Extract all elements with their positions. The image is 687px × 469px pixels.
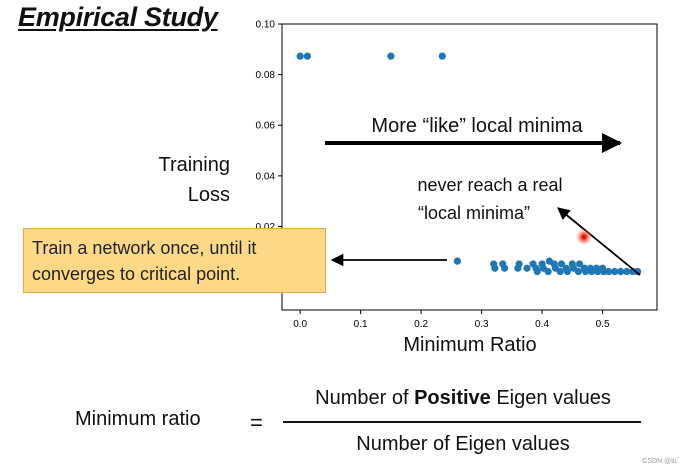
data-point (491, 264, 499, 272)
data-point (523, 264, 531, 272)
y-axis-label-line1: Training (158, 154, 230, 176)
numerator-before: Number of (315, 387, 415, 409)
data-point (605, 267, 613, 276)
x-tick-label: 0.1 (354, 319, 368, 330)
data-point (617, 267, 625, 276)
data-point (303, 52, 312, 60)
fraction-bar (283, 421, 641, 423)
formula-numerator: Number of Positive Eigen values (283, 387, 643, 410)
y-axis-label-line2: Loss (187, 184, 230, 206)
x-axis-label: Minimum Ratio (403, 334, 537, 356)
callout-line1: Train a network once, until it (32, 238, 257, 258)
data-point (611, 267, 619, 276)
plot-frame (281, 23, 658, 311)
data-point (563, 267, 572, 276)
formula-equals: = (250, 410, 263, 435)
more-like-arrow-label: More “like” local minima (371, 115, 583, 137)
data-point (500, 264, 509, 272)
data-point (387, 52, 395, 60)
callout-line2: converges to critical point. (32, 264, 241, 284)
data-point (575, 260, 584, 268)
formula-denominator: Number of Eigen values (356, 433, 570, 455)
formula-lhs: Minimum ratio (75, 408, 201, 430)
data-point (453, 257, 462, 265)
data-point (634, 267, 642, 276)
note-arrow (557, 207, 641, 276)
x-tick-label: 0.0 (293, 319, 307, 330)
watermark: CSDN @luˇ (642, 458, 679, 465)
y-tick-label: 0.06 (256, 121, 276, 132)
data-point (623, 267, 631, 276)
y-tick-label: 0.04 (256, 171, 276, 182)
data-point (574, 267, 582, 276)
data-point (533, 267, 541, 276)
x-tick-label: 0.4 (535, 319, 549, 330)
x-tick-label: 0.3 (475, 319, 489, 330)
data-point (515, 260, 523, 268)
data-point (438, 52, 446, 60)
data-point (296, 52, 304, 60)
data-point (556, 267, 564, 276)
note-line2: “local minima” (418, 203, 530, 223)
slide-title: Empirical Study (18, 2, 218, 32)
note-line1: never reach a real (417, 175, 562, 195)
y-tick-label: 0.08 (256, 70, 276, 81)
y-tick-label: 0.02 (256, 222, 276, 233)
y-tick-label: 0.10 (256, 20, 276, 31)
x-tick-label: 0.2 (414, 319, 428, 330)
laser-pointer-core (581, 234, 587, 240)
numerator-after: Eigen values (490, 387, 611, 409)
axis-ticks: 0.0 0.1 0.2 0.3 0.4 0.5 0.02 0.04 0.06 0.08 0.10 (256, 20, 610, 331)
callout-box: Train a network once, until it converges… (23, 228, 326, 293)
numerator-bold: Positive (414, 387, 491, 409)
data-point (544, 267, 552, 276)
y-axis-label: Training Loss (120, 150, 230, 210)
data-point (557, 260, 566, 268)
x-tick-label: 0.5 (596, 319, 610, 330)
data-points (296, 52, 642, 276)
